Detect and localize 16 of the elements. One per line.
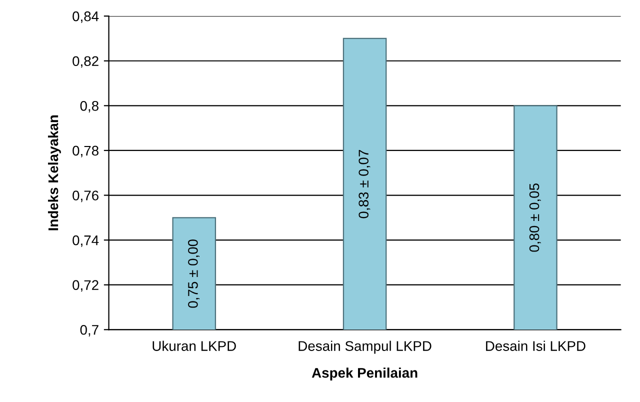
- data-label: 0,75 ± 0,00: [188, 239, 200, 308]
- y-tick-label: 0,76: [72, 190, 98, 202]
- x-tick-label: Ukuran LKPD: [152, 340, 236, 351]
- data-label: 0,83 ± 0,07: [358, 150, 370, 218]
- y-tick-label: 0,7: [80, 324, 98, 336]
- x-axis-title: Aspek Penilaian: [312, 368, 418, 381]
- y-tick-label: 0,74: [72, 235, 99, 247]
- y-tick-label: 0,8: [80, 101, 98, 112]
- y-tick-label: 0,82: [72, 56, 98, 68]
- x-tick-label: Desain Sampul LKPD: [298, 340, 432, 354]
- y-tick-label: 0,84: [72, 11, 99, 23]
- y-tick-label: 0,72: [72, 280, 98, 292]
- x-tick-label: Desain Isi LKPD: [486, 340, 586, 351]
- y-axis-title: Indeks Kelayakan: [48, 115, 61, 230]
- y-tick-label: 0,78: [72, 146, 98, 158]
- data-label: 0,80 ± 0,05: [529, 184, 541, 252]
